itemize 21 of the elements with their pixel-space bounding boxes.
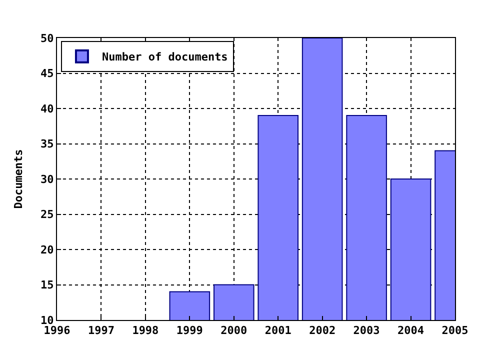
x-tick-label: 1998 (132, 324, 159, 338)
y-tick-label: 30 (40, 172, 54, 186)
y-tick-label: 25 (40, 208, 54, 222)
x-tick-label: 1997 (88, 324, 114, 338)
x-tick-label: 2003 (353, 324, 380, 338)
x-tick-label: 2000 (220, 324, 248, 338)
y-axis-title: Documents (12, 149, 26, 209)
x-tick-label: 2004 (398, 324, 424, 338)
y-tick-label: 45 (40, 67, 54, 80)
y-tick-label: 35 (40, 138, 54, 151)
x-tick-label: 2001 (264, 324, 292, 338)
y-tick-label: 50 (40, 32, 54, 45)
y-tick-label: 15 (40, 278, 54, 292)
x-tick-label: 1996 (44, 324, 71, 338)
x-tick-label: 1999 (176, 324, 203, 338)
x-tick-label: 2005 (442, 324, 468, 338)
x-tick-label: 2002 (309, 324, 336, 338)
y-tick-label: 10 (40, 314, 54, 327)
legend-label: Number of documents (102, 50, 228, 64)
y-tick-label: 20 (40, 243, 54, 256)
y-tick-label: 40 (40, 102, 54, 116)
